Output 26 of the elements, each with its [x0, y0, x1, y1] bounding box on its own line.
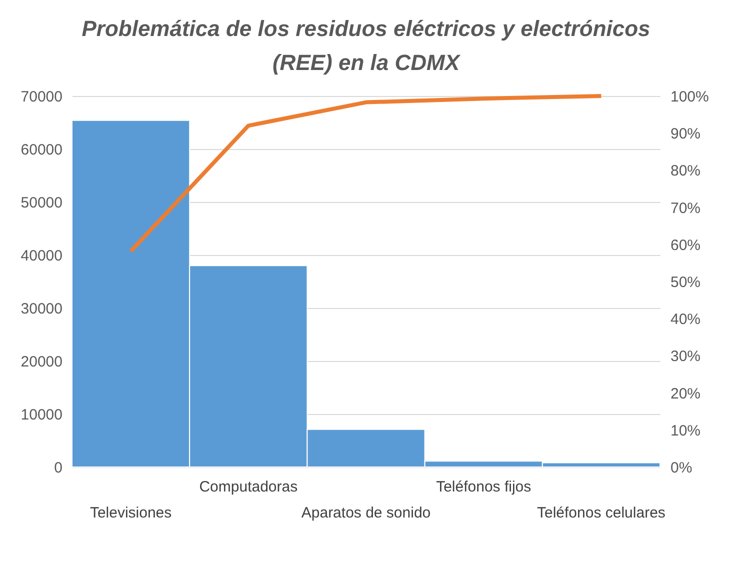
y2-tick-label: 100%: [670, 88, 709, 106]
y-tick-label: 70000: [20, 88, 62, 106]
y-tick-label: 40000: [20, 248, 62, 264]
x-tick-label: Teléfonos celulares: [536, 504, 666, 522]
x-tick-label: Televisiones: [90, 504, 172, 522]
y-tick-label: 0: [54, 460, 62, 476]
y2-tick-label: 40%: [670, 311, 701, 328]
y2-tick-label: 20%: [670, 385, 701, 402]
y2-tick-label: 30%: [670, 348, 701, 366]
y2-tick-label: 70%: [670, 200, 701, 217]
y-tick-label: 10000: [20, 406, 62, 424]
y-tick-label: 20000: [20, 354, 62, 370]
y2-tick-label: 50%: [670, 274, 701, 291]
x-tick-label: Teléfonos fijos: [436, 478, 532, 496]
line-series: [128, 94, 604, 254]
x-tick-label: Aparatos de sonido: [301, 504, 431, 522]
y-tick-label: 30000: [20, 300, 62, 318]
chart-title: Problemática de los residuos eléctricos y electrónicos (REE) en la CDMX: [82, 16, 650, 75]
y2-tick-label: 90%: [670, 126, 701, 143]
y-tick-label: 60000: [20, 142, 62, 158]
y2-tick-label: 80%: [670, 162, 701, 180]
y2-tick-label: 10%: [670, 422, 701, 440]
y2-tick-label: 0%: [670, 460, 692, 476]
y2-tick-label: 60%: [670, 236, 701, 254]
y-tick-label: 50000: [20, 194, 62, 212]
x-tick-label: Computadoras: [199, 478, 298, 496]
